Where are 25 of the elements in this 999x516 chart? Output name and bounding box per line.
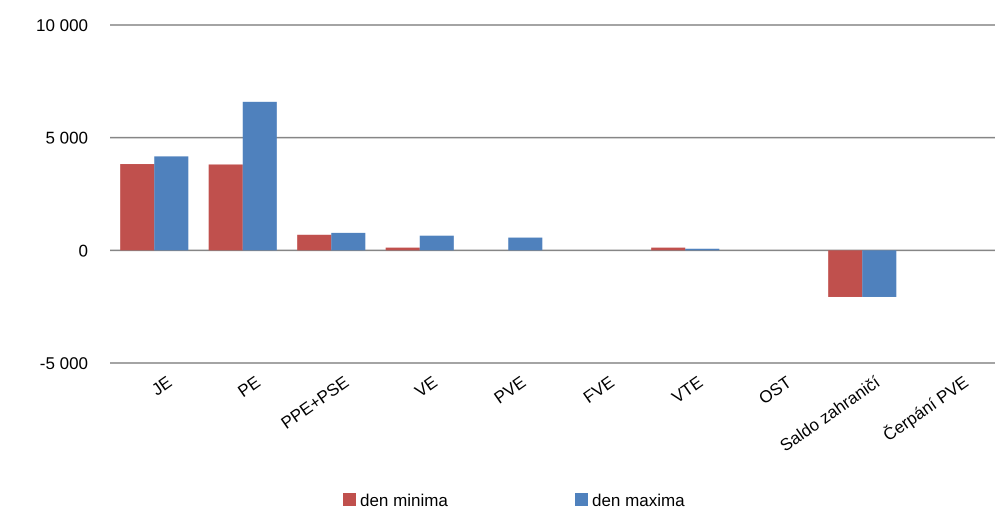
bar — [651, 248, 686, 250]
y-tick-label: 5 000 — [45, 128, 88, 148]
bar — [120, 164, 154, 250]
bar — [208, 164, 243, 250]
x-tick-label: FVE — [580, 372, 618, 407]
bar — [297, 234, 332, 250]
bar — [420, 236, 454, 250]
bar — [242, 102, 277, 250]
x-tick-label: OST — [755, 372, 795, 408]
legend-label: den maxima — [592, 490, 686, 510]
legend-label: den minima — [360, 490, 448, 510]
bar — [862, 250, 896, 297]
bar — [508, 238, 542, 250]
bar — [154, 156, 188, 250]
x-tick-label: PVE — [490, 372, 530, 408]
bar — [828, 250, 862, 297]
y-tick-label: 0 — [78, 241, 88, 260]
x-tick-label: VTE — [668, 372, 706, 407]
x-tick-label: VE — [411, 372, 441, 402]
y-tick-label: -5 000 — [40, 354, 88, 373]
y-tick-label: 10 000 — [36, 16, 88, 35]
bar — [386, 248, 420, 250]
bar — [331, 232, 366, 250]
x-tick-label: PE — [234, 372, 264, 402]
x-tick-label: JE — [148, 372, 176, 400]
